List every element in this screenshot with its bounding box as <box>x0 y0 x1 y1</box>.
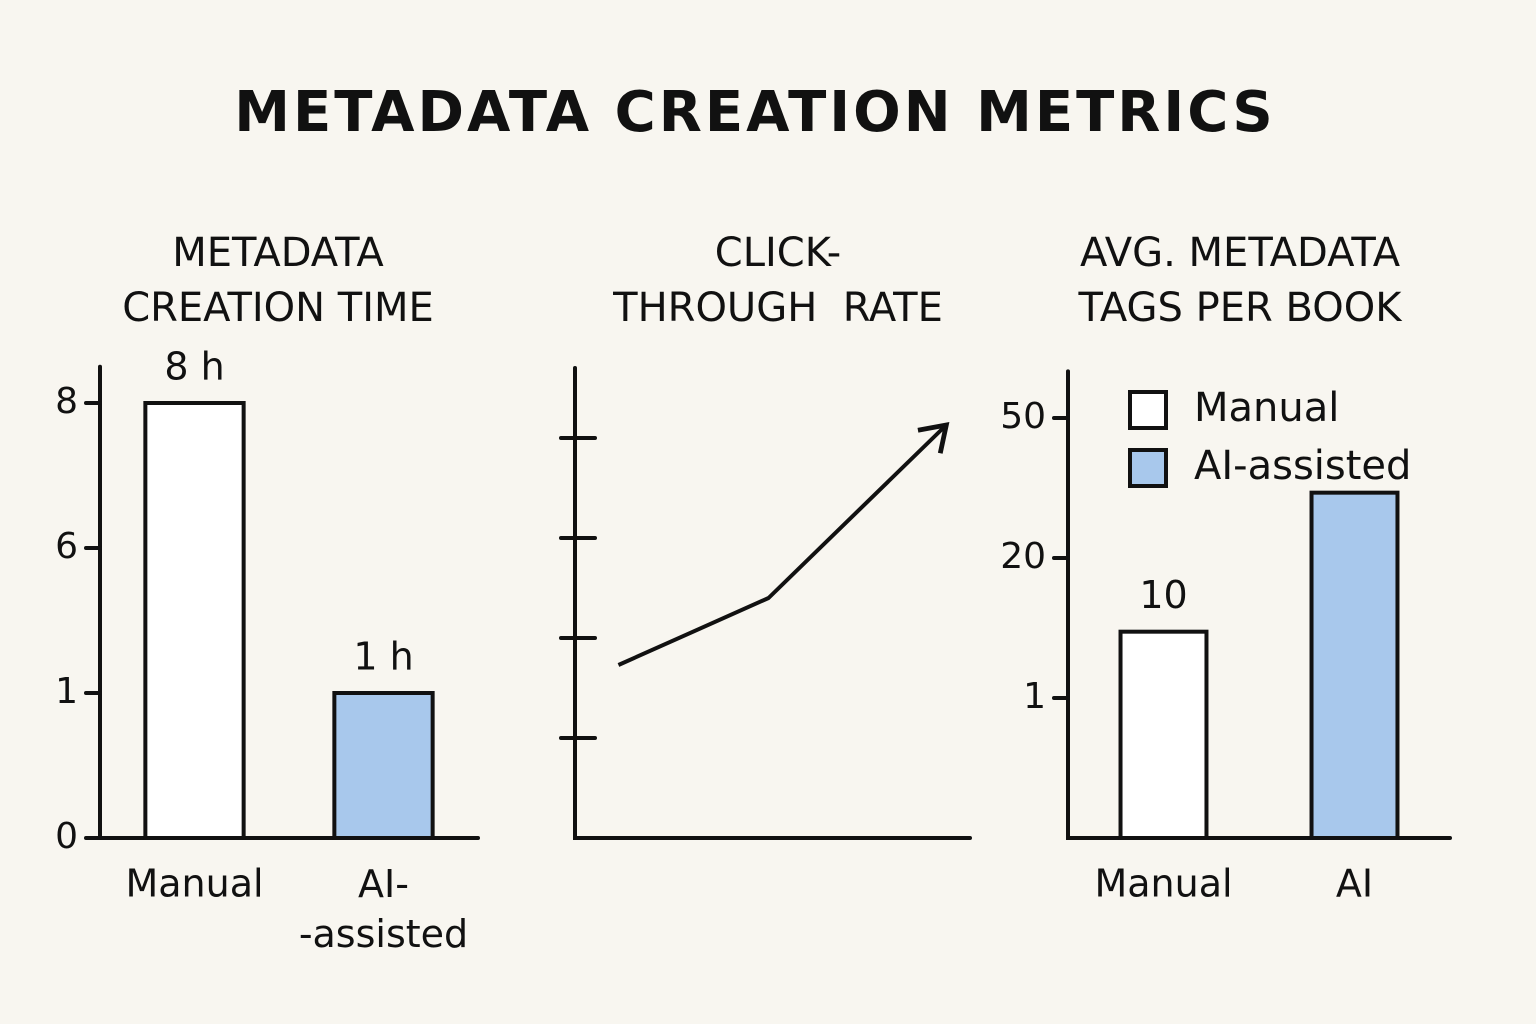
x-tick-label: AI <box>1336 862 1373 906</box>
y-tick-label: 1 <box>55 671 78 712</box>
y-tick-label: 6 <box>55 526 78 567</box>
legend-label: AI-assisted <box>1194 443 1411 489</box>
line <box>617 421 950 667</box>
bar <box>143 401 246 840</box>
bar <box>1118 629 1209 840</box>
axes <box>573 366 972 840</box>
legend-label: Manual <box>1194 385 1339 431</box>
x-tick-label: AI--assisted <box>299 862 468 956</box>
y-tick-label: 1 <box>1023 676 1046 717</box>
x-tick-label: Manual <box>1094 862 1232 906</box>
chart-title: AVG. METADATA TAGS PER BOOK <box>1078 230 1404 331</box>
y-tick-label: 20 <box>1000 536 1046 577</box>
data-label: 1 h <box>353 635 413 679</box>
page-title: METADATA CREATION METRICS <box>234 80 1275 145</box>
bar <box>332 691 435 840</box>
data-label: 8 h <box>164 345 224 389</box>
chart-title: CLICK-THROUGH RATE <box>612 230 943 331</box>
y-tick-label: 50 <box>1000 396 1046 437</box>
y-tick-label: 8 <box>55 381 78 422</box>
legend-swatch <box>1128 448 1168 488</box>
legend-swatch <box>1128 390 1168 430</box>
data-label: 10 <box>1139 573 1187 617</box>
y-tick-label: 0 <box>55 816 78 857</box>
bar <box>1309 490 1400 840</box>
chart-title: METADATA CREATION TIME <box>122 230 434 331</box>
x-tick-label: Manual <box>125 862 263 906</box>
